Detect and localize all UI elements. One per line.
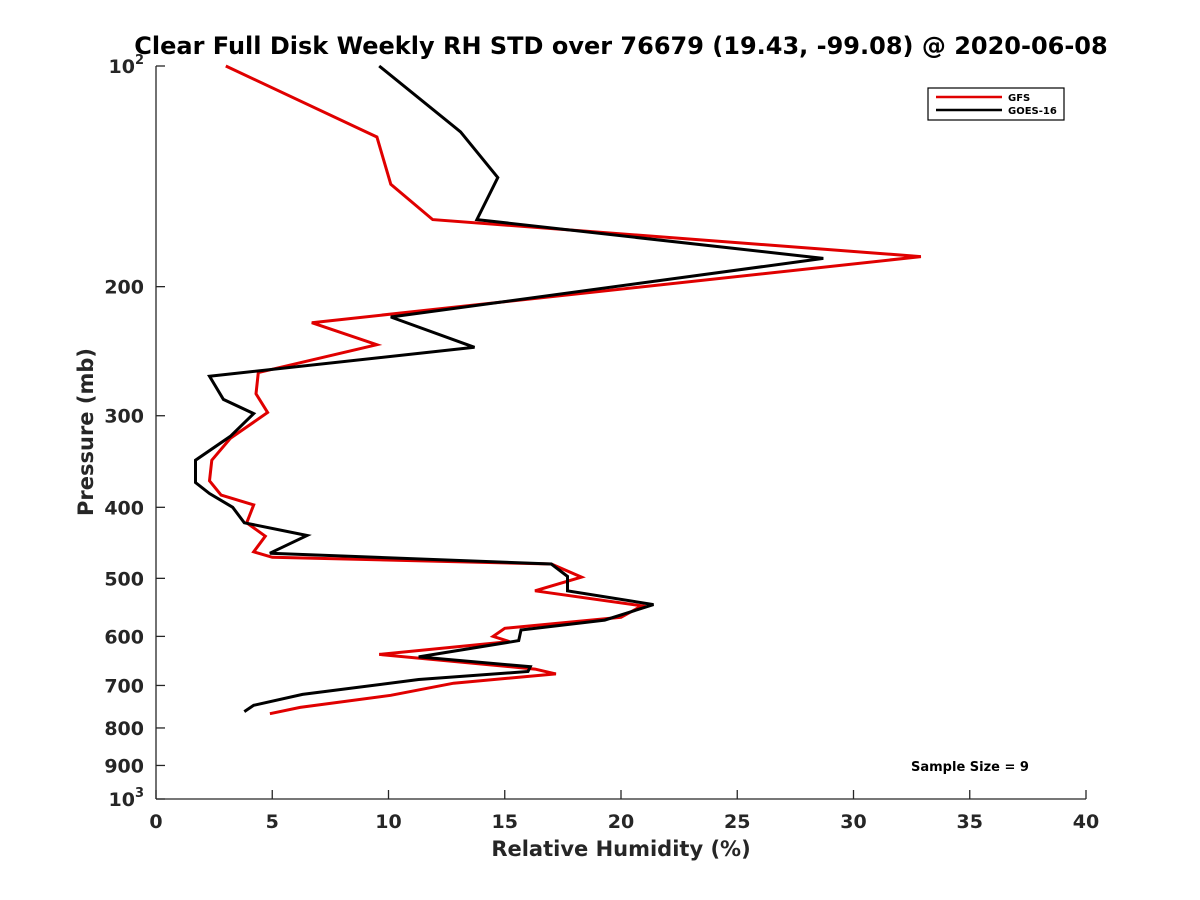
y-tick-label: 500 bbox=[104, 568, 144, 590]
y-tick-label: 600 bbox=[104, 626, 144, 648]
chart-title: Clear Full Disk Weekly RH STD over 76679… bbox=[134, 32, 1107, 60]
y-ticks: 102 200 300 400 500 600 700 800 900 103 bbox=[104, 53, 165, 811]
legend-label: GFS bbox=[1008, 93, 1030, 104]
legend-box bbox=[927, 87, 1065, 121]
x-tick-label: 40 bbox=[1073, 811, 1099, 833]
x-ticks: 0 5 10 15 20 25 30 35 40 bbox=[149, 790, 1099, 833]
legend-label: GOES-16 bbox=[1008, 106, 1057, 117]
x-tick-label: 10 bbox=[375, 811, 401, 833]
y-tick-label: 103 bbox=[109, 786, 145, 811]
legend: GFS GOES-16 bbox=[927, 87, 1065, 121]
y-axis-label: Pressure (mb) bbox=[74, 348, 98, 516]
x-tick-label: 0 bbox=[149, 811, 162, 833]
y-tick-label: 400 bbox=[104, 497, 144, 519]
x-tick-label: 5 bbox=[266, 811, 279, 833]
plot-area bbox=[156, 66, 1086, 799]
x-tick-label: 30 bbox=[840, 811, 866, 833]
sample-size-annotation: Sample Size = 9 bbox=[911, 760, 1029, 775]
y-tick-label: 300 bbox=[104, 406, 144, 428]
x-tick-label: 15 bbox=[492, 811, 518, 833]
x-tick-label: 25 bbox=[724, 811, 750, 833]
series-line-goes-16 bbox=[194, 64, 824, 713]
x-axis-label: Relative Humidity (%) bbox=[491, 837, 750, 861]
x-tick-label: 20 bbox=[608, 811, 634, 833]
y-tick-label: 200 bbox=[104, 277, 144, 299]
x-tick-label: 35 bbox=[957, 811, 983, 833]
series-layer bbox=[194, 64, 922, 716]
y-tick-label: 800 bbox=[104, 718, 144, 740]
y-tick-label: 102 bbox=[109, 53, 145, 78]
y-tick-label: 700 bbox=[104, 675, 144, 697]
y-tick-label: 900 bbox=[104, 755, 144, 777]
